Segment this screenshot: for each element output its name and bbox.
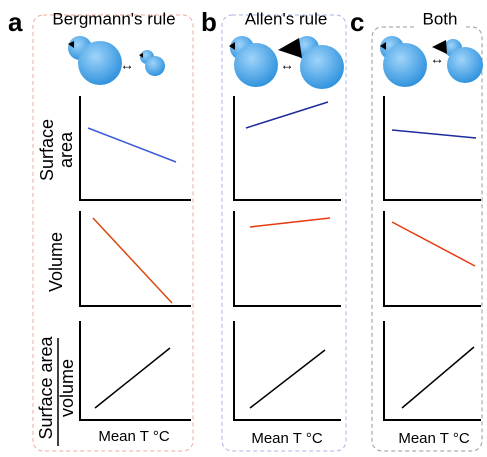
panel-letter: a [8,7,23,37]
panel-frame [32,14,194,452]
panel-letter: c [350,7,364,37]
y-axis-label: Surface [37,119,57,181]
panel-title: Allen's rule [245,9,328,28]
svg-text:↔: ↔ [430,51,444,67]
bird-illustration: ↔ [229,36,344,89]
bird-illustration: ↔ [380,36,483,87]
title-mask [415,18,465,36]
panel-title: Bergmann's rule [52,9,175,28]
x-axis-label: Mean T °C [98,428,169,445]
y-axis-label: area [56,131,76,168]
y-axis-label: volume [57,359,77,417]
y-axis-label: Volume [46,232,66,292]
svg-text:↔: ↔ [280,57,294,73]
panel-frame [221,14,347,452]
y-axis-label: Surface area [36,335,56,439]
bird-illustration: ↔ [68,36,165,85]
x-axis-label: Mean T °C [398,430,469,447]
plot-axes [79,96,481,421]
panel-letter: b [201,7,217,37]
panel-title: Both [423,9,458,28]
x-axis-label: Mean T °C [251,430,322,447]
trend-lines [87,101,477,409]
svg-text:↔: ↔ [120,57,134,73]
